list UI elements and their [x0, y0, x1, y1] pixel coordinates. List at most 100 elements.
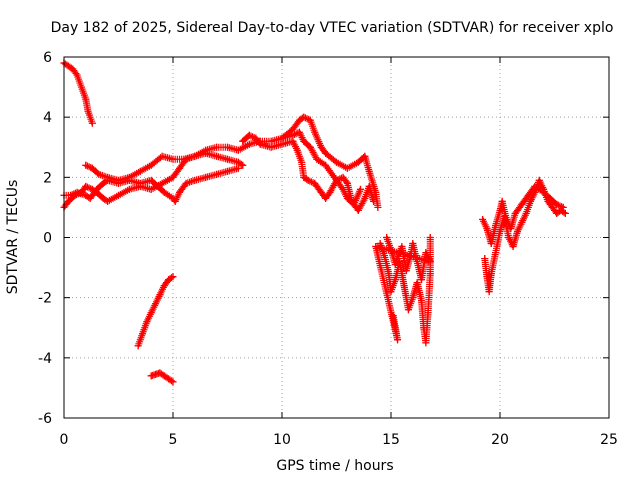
data-point	[509, 243, 517, 251]
data-point	[156, 369, 164, 377]
x-tick-label: 5	[169, 432, 178, 448]
data-point	[365, 167, 373, 175]
data-point	[165, 375, 173, 383]
data-point	[293, 146, 301, 154]
series-track-i	[376, 234, 434, 347]
data-point	[426, 234, 434, 241]
data-point	[527, 197, 535, 205]
series-trace	[147, 369, 177, 386]
data-point	[422, 249, 430, 257]
data-point	[548, 203, 556, 211]
data-point	[295, 128, 303, 136]
data-point	[67, 191, 75, 199]
x-tick-label: 15	[382, 432, 400, 448]
data-point	[481, 255, 489, 263]
data-point	[202, 146, 210, 154]
data-point	[239, 161, 247, 169]
data-point	[503, 215, 511, 223]
data-point	[147, 372, 155, 380]
data-point	[115, 191, 122, 199]
data-point	[496, 206, 504, 214]
data-point	[289, 131, 297, 139]
series-track-a	[60, 59, 96, 127]
data-point	[169, 378, 177, 386]
data-point	[95, 170, 103, 178]
y-axis-label: SDTVAR / TECUs	[5, 180, 21, 295]
data-point	[511, 209, 519, 217]
y-tick-label: -4	[38, 351, 52, 367]
data-point	[224, 155, 231, 163]
data-point	[304, 176, 312, 184]
data-point	[245, 131, 253, 139]
data-point	[99, 194, 107, 202]
data-point	[350, 200, 358, 208]
data-point	[483, 273, 491, 281]
data-point	[300, 173, 308, 181]
data-point	[343, 194, 351, 202]
data-point	[426, 258, 434, 266]
data-point	[559, 203, 567, 211]
data-point	[298, 158, 306, 166]
data-point	[289, 137, 297, 145]
series-track-f	[278, 128, 364, 208]
data-point	[136, 179, 144, 187]
data-point	[256, 140, 264, 148]
data-point	[306, 116, 314, 124]
data-point	[311, 128, 319, 136]
data-point	[267, 137, 275, 145]
data-point	[115, 176, 122, 184]
series-track-d	[82, 113, 382, 211]
data-point	[176, 188, 184, 196]
data-point	[398, 243, 406, 251]
data-point	[485, 288, 493, 296]
data-point	[418, 276, 426, 284]
series-track-c	[60, 164, 242, 205]
data-point	[104, 173, 112, 181]
data-point	[93, 185, 101, 193]
axis-ticks: 0 5 10 15 20 25 -6 -4 -2 0 2 4 6	[38, 50, 618, 448]
data-point	[354, 158, 362, 166]
data-point	[389, 312, 397, 320]
data-point	[147, 185, 155, 193]
data-point	[483, 224, 491, 232]
data-point	[487, 270, 495, 278]
data-point	[180, 155, 188, 163]
data-point	[234, 164, 242, 172]
data-point	[418, 297, 426, 305]
data-point	[82, 95, 90, 103]
data-point	[422, 339, 430, 347]
data-point	[245, 140, 253, 148]
data-point	[402, 267, 410, 275]
data-point	[252, 134, 260, 142]
data-point	[289, 125, 297, 133]
data-point	[409, 240, 417, 248]
data-point	[420, 324, 428, 332]
series-track-h	[147, 369, 177, 386]
series-trace	[60, 59, 96, 127]
data-point	[385, 270, 393, 278]
data-point	[88, 164, 96, 172]
data-point	[147, 176, 155, 184]
data-point	[317, 188, 325, 196]
data-point	[487, 240, 495, 248]
data-point	[138, 330, 146, 338]
data-point	[413, 258, 421, 266]
data-point	[169, 173, 177, 181]
data-point	[356, 185, 364, 193]
data-point	[300, 113, 308, 121]
data-point	[160, 282, 168, 290]
x-tick-label: 20	[491, 432, 509, 448]
data-point	[169, 155, 177, 163]
data-point	[354, 206, 362, 214]
data-point	[313, 155, 321, 163]
data-point	[507, 224, 515, 232]
data-point	[394, 336, 402, 344]
data-point	[387, 288, 395, 296]
data-point	[311, 179, 319, 187]
data-point	[191, 152, 199, 160]
data-point	[160, 372, 168, 380]
data-point	[224, 167, 231, 175]
data-point	[147, 161, 155, 169]
data-point	[479, 215, 487, 223]
